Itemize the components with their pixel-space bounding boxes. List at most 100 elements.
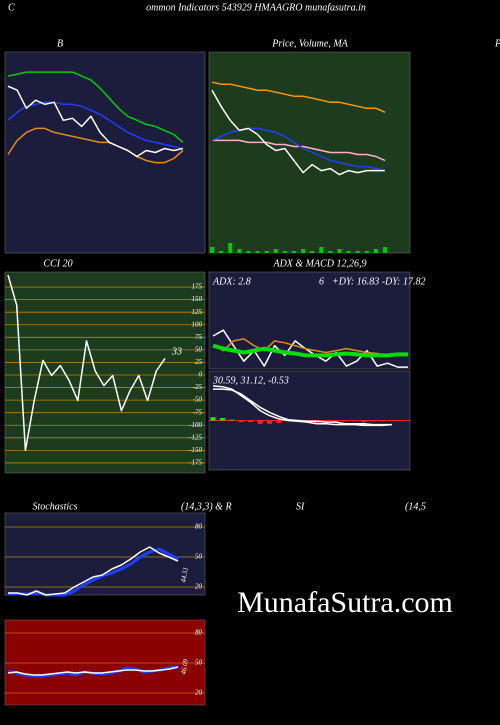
y-tick-label: 80 — [195, 523, 203, 531]
y-tick-label: -150 — [189, 446, 202, 454]
series-line — [7, 127, 184, 164]
panel-layer — [212, 329, 408, 368]
series-line — [7, 71, 184, 143]
series-line — [7, 274, 166, 452]
volume-bar — [328, 250, 333, 253]
y-tick-label: 150 — [192, 295, 203, 303]
panel — [4, 512, 206, 596]
y-tick-label: 25 — [195, 358, 203, 366]
histogram-bar — [238, 420, 244, 423]
histogram-bar — [351, 420, 357, 422]
series-line — [213, 388, 392, 426]
series-line — [8, 547, 179, 597]
series-line — [7, 666, 179, 676]
header-right: P — [494, 38, 500, 49]
y-tick-label: 75 — [195, 333, 203, 341]
y-tick-label: 50 — [195, 345, 203, 353]
panel — [208, 51, 411, 254]
y-tick-label: 100 — [192, 320, 203, 328]
y-tick-label: -100 — [189, 421, 202, 429]
histogram-bar — [361, 420, 367, 423]
volume-bar — [273, 248, 278, 253]
volume-bar — [346, 250, 351, 253]
series-line — [7, 85, 184, 158]
volume-bar — [219, 250, 224, 253]
volume-bar — [246, 250, 251, 253]
series-line — [212, 385, 393, 427]
annotation: (14,5 — [405, 501, 426, 512]
volume-bar — [355, 250, 360, 253]
panel — [4, 619, 206, 706]
panel-layer — [210, 81, 387, 253]
panel-title: ADX & MACD 12,26,9 — [272, 258, 366, 269]
y-tick-label: 80 — [195, 629, 203, 637]
panel-layer — [5, 274, 205, 464]
volume-bar — [255, 250, 260, 253]
histogram-bar — [370, 420, 376, 422]
header-left: C — [8, 2, 15, 13]
histogram-bar — [267, 420, 273, 424]
volume-bar — [301, 248, 306, 253]
annotation: 6 — [319, 276, 324, 287]
annotation: 33 — [171, 346, 182, 357]
volume-bar — [364, 250, 369, 253]
series-line — [212, 139, 386, 162]
annotation: 44.51 — [179, 566, 190, 583]
histogram-bar — [380, 420, 386, 422]
volume-bar — [282, 250, 287, 253]
panel-title: Price, Volume, MA — [271, 38, 348, 49]
series-line — [212, 329, 408, 368]
histogram-bar — [342, 420, 348, 422]
volume-bar — [228, 242, 233, 253]
y-tick-label: -125 — [189, 433, 202, 441]
volume-bar — [337, 248, 342, 253]
panel-layer — [5, 526, 205, 597]
annotation: SI — [296, 501, 305, 512]
annotation: (14,3,3) & R — [181, 501, 232, 512]
y-tick-label: 125 — [192, 308, 203, 316]
annotation: 30.59, 31.12, -0.53 — [212, 375, 289, 386]
panel-layer — [7, 71, 184, 164]
y-tick-label: -25 — [193, 383, 203, 391]
annotation: +DY: 16.83 -DY: 17.82 — [332, 276, 426, 287]
y-tick-label: 20 — [195, 583, 203, 591]
series-line — [7, 101, 184, 150]
panel — [4, 51, 206, 254]
series-line — [212, 338, 408, 357]
series-line — [211, 81, 386, 113]
histogram-bar — [219, 418, 225, 421]
y-tick-label: 50 — [195, 659, 203, 667]
volume-bar — [264, 250, 269, 253]
histogram-bar — [276, 420, 282, 423]
volume-bar — [237, 248, 242, 253]
annotation: ADX: 2.8 — [212, 276, 251, 287]
y-tick-label: -75 — [193, 408, 203, 416]
panel-title: Stochastics — [33, 501, 78, 512]
series-line — [212, 343, 408, 358]
y-tick-label: 50 — [195, 553, 203, 561]
panel-title: CCI 20 — [43, 258, 72, 269]
volume-bar — [383, 246, 387, 253]
volume-bar — [373, 248, 378, 253]
volume-bar — [319, 246, 324, 253]
series-line — [8, 546, 179, 596]
y-tick-label: 0 — [199, 371, 203, 379]
y-tick-label: 175 — [192, 283, 203, 291]
header-title: ommon Indicators 543929 HMAAGRO munafasu… — [146, 2, 366, 13]
histogram-bar — [248, 420, 254, 423]
panel — [4, 271, 206, 474]
volume-bar — [291, 250, 296, 253]
y-tick-label: -50 — [193, 396, 203, 404]
histogram-bar — [210, 417, 216, 421]
volume-bar — [310, 250, 315, 253]
watermark: MunafaSutra.com — [237, 586, 453, 619]
panel-layer — [209, 385, 410, 427]
volume-bar — [210, 246, 214, 253]
panel-layer — [5, 632, 205, 694]
y-tick-label: 20 — [195, 689, 203, 697]
annotation: 46.09 — [179, 658, 190, 675]
histogram-bar — [257, 420, 263, 424]
panel-title: B — [57, 38, 63, 49]
histogram-bar — [323, 420, 329, 423]
